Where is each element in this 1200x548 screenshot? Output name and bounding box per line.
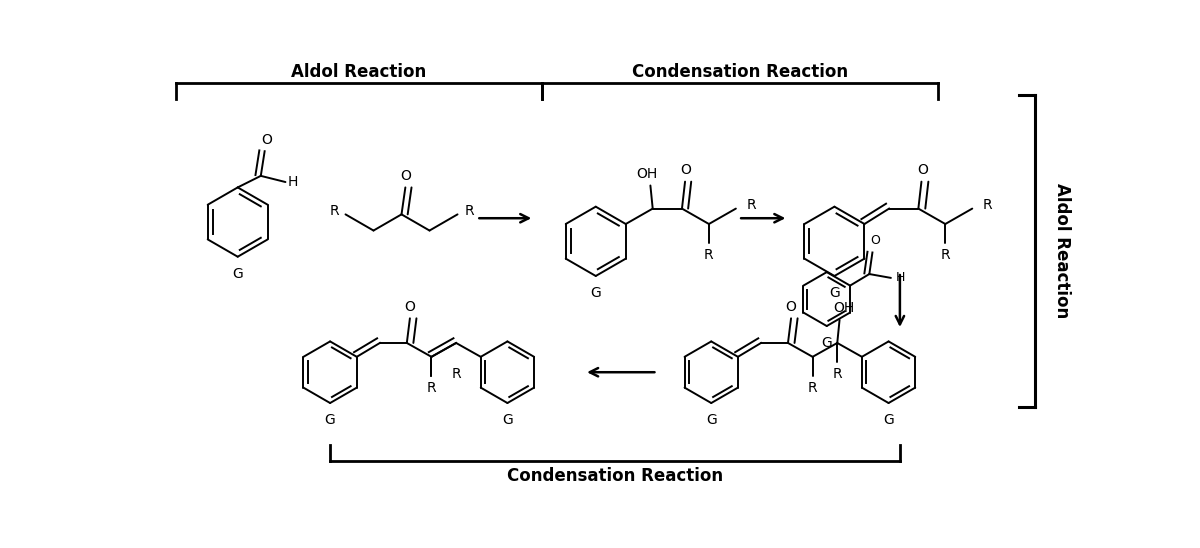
Text: H: H: [288, 175, 299, 189]
Text: O: O: [786, 300, 797, 314]
Text: H: H: [895, 271, 905, 284]
Text: OH: OH: [833, 301, 854, 315]
Text: O: O: [262, 133, 272, 147]
Text: Aldol Reaction: Aldol Reaction: [1052, 184, 1070, 318]
Text: R: R: [704, 248, 714, 262]
Text: R: R: [451, 367, 461, 381]
Text: R: R: [941, 248, 950, 262]
Text: O: O: [917, 163, 928, 177]
Text: G: G: [502, 413, 512, 427]
Text: Condensation Reaction: Condensation Reaction: [506, 467, 724, 485]
Text: OH: OH: [637, 167, 658, 181]
Text: G: G: [829, 286, 840, 300]
Text: R: R: [983, 198, 992, 212]
Text: O: O: [400, 169, 410, 183]
Text: R: R: [464, 203, 474, 218]
Text: O: O: [870, 235, 880, 248]
Text: G: G: [325, 413, 336, 427]
Text: Condensation Reaction: Condensation Reaction: [632, 63, 848, 81]
Text: G: G: [821, 336, 832, 350]
Text: O: O: [680, 163, 691, 177]
Text: G: G: [590, 286, 601, 300]
Text: G: G: [233, 267, 244, 281]
Text: R: R: [808, 381, 817, 395]
Text: O: O: [404, 300, 415, 314]
Text: R: R: [329, 203, 338, 218]
Text: G: G: [706, 413, 716, 427]
Text: Aldol Reaction: Aldol Reaction: [292, 63, 427, 81]
Text: R: R: [746, 198, 756, 212]
Text: R: R: [833, 367, 842, 381]
Text: R: R: [427, 381, 437, 395]
Text: G: G: [883, 413, 894, 427]
